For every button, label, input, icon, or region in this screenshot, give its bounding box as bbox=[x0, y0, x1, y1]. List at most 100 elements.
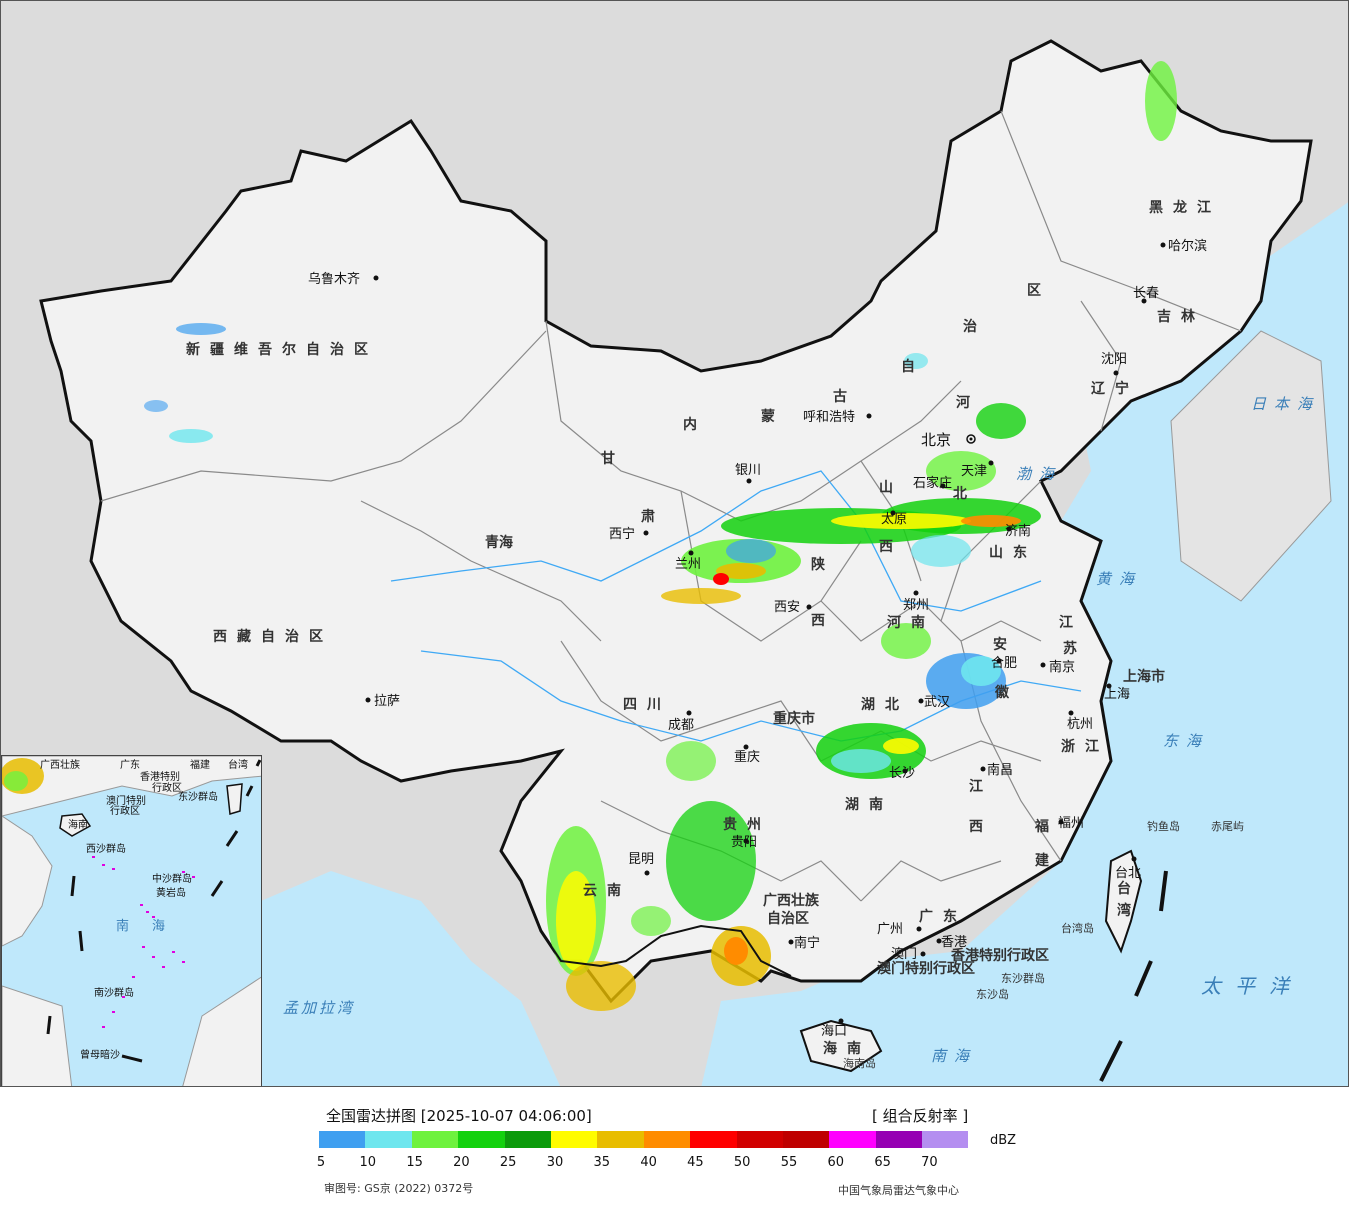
echo-xinjiang bbox=[144, 323, 226, 443]
legend-swatch bbox=[875, 1131, 923, 1148]
city-shijiazhuang[interactable]: 石家庄 bbox=[913, 475, 952, 491]
city-wuhan[interactable]: 武汉 bbox=[918, 695, 951, 710]
province-label-fujian-2: 建 bbox=[1035, 852, 1049, 869]
city-fuzhou[interactable]: 福州 bbox=[1058, 816, 1084, 831]
legend-swatch bbox=[829, 1131, 876, 1148]
inset-hainan bbox=[59, 813, 92, 837]
city-beijing[interactable]: 北京 bbox=[921, 431, 976, 449]
svg-text:沈阳: 沈阳 bbox=[1101, 352, 1127, 367]
province-label-guizhou: 贵州 bbox=[723, 816, 771, 833]
legend-swatch bbox=[643, 1131, 691, 1148]
city-changsha[interactable]: 长沙 bbox=[889, 766, 915, 781]
city-chongqing[interactable]: 重庆 bbox=[734, 744, 760, 766]
city-haikou[interactable]: 海口 bbox=[821, 1018, 847, 1040]
island-label-dongsha-2: 东沙岛 bbox=[976, 987, 1009, 1001]
legend-swatch bbox=[411, 1131, 459, 1148]
city-nanchang[interactable]: 南昌 bbox=[980, 762, 1014, 778]
island-label-dongsha-1: 东沙群岛 bbox=[1001, 971, 1045, 985]
province-label-neimenggu-2: 蒙 bbox=[761, 408, 775, 425]
city-macau[interactable]: 澳门 bbox=[891, 946, 926, 962]
inset-dash-lines bbox=[46, 759, 261, 1063]
svg-text:武汉: 武汉 bbox=[924, 695, 950, 710]
svg-text:黄岩岛: 黄岩岛 bbox=[156, 886, 186, 899]
city-lhasa[interactable]: 拉萨 bbox=[365, 694, 401, 709]
province-label-yunnan: 云南 bbox=[583, 882, 631, 899]
radar-map[interactable]: 新疆维吾尔自治区 西藏自治区 青海 甘 肃 内 蒙 古 自 治 区 黑龙江 吉林… bbox=[0, 0, 1349, 1087]
svg-text:福州: 福州 bbox=[1058, 816, 1084, 831]
svg-text:东沙群岛: 东沙群岛 bbox=[178, 790, 218, 803]
city-nanning[interactable]: 南宁 bbox=[788, 935, 821, 951]
svg-text:呼和浩特: 呼和浩特 bbox=[803, 410, 855, 425]
svg-text:重庆: 重庆 bbox=[734, 749, 760, 765]
city-xining[interactable]: 西宁 bbox=[609, 526, 649, 542]
map-canvas: 新疆维吾尔自治区 西藏自治区 青海 甘 肃 内 蒙 古 自 治 区 黑龙江 吉林… bbox=[1, 1, 1348, 1086]
city-changchun[interactable]: 长春 bbox=[1133, 286, 1159, 304]
province-label-gansu-2: 肃 bbox=[641, 508, 655, 525]
province-label-neimenggu-5: 治 bbox=[963, 318, 977, 335]
inset-philippines bbox=[182, 976, 261, 1086]
inset-malaysia bbox=[2, 985, 73, 1086]
province-label-liaoning: 辽宁 bbox=[1091, 380, 1139, 397]
inset-labels: 广西壮族 广东 福建 台湾 香港特别 行政区 澳门特别 行政区 东沙群岛 海南 … bbox=[40, 758, 248, 1061]
city-guiyang[interactable]: 贵阳 bbox=[731, 835, 757, 850]
city-zhengzhou[interactable]: 郑州 bbox=[903, 590, 929, 614]
sea-label-ribenhai: 日本海 bbox=[1251, 395, 1320, 413]
echo-southwest bbox=[546, 741, 771, 1011]
city-kunming[interactable]: 昆明 bbox=[628, 852, 654, 876]
province-label-gansu: 甘 bbox=[601, 450, 615, 467]
svg-text:曾母暗沙: 曾母暗沙 bbox=[80, 1048, 120, 1061]
city-hangzhou[interactable]: 杭州 bbox=[1067, 710, 1093, 733]
sea-label-huanghai: 黄海 bbox=[1096, 570, 1142, 588]
province-borders bbox=[100, 110, 1242, 902]
city-taibei[interactable]: 台北 bbox=[1115, 856, 1141, 882]
legend-approval-number: 审图号: GS京 (2022) 0372号 bbox=[324, 1182, 474, 1195]
svg-text:广东: 广东 bbox=[120, 758, 140, 771]
inset-canvas: 广西壮族 广东 福建 台湾 香港特别 行政区 澳门特别 行政区 东沙群岛 海南 … bbox=[2, 756, 261, 1086]
city-nanjing[interactable]: 南京 bbox=[1040, 659, 1076, 675]
city-jinan[interactable]: 济南 bbox=[1005, 523, 1031, 539]
city-hefei[interactable]: 合肥 bbox=[991, 656, 1017, 671]
svg-text:合肥: 合肥 bbox=[991, 656, 1017, 671]
province-label-shaanxi-1: 陕 bbox=[811, 556, 825, 573]
svg-text:上海: 上海 bbox=[1104, 687, 1130, 702]
city-guangzhou[interactable]: 广州 bbox=[877, 922, 922, 937]
china-land bbox=[39, 39, 1313, 1004]
city-xian[interactable]: 西安 bbox=[774, 600, 812, 615]
city-shanghai[interactable]: 上海 bbox=[1104, 683, 1130, 703]
city-hongkong[interactable]: 香港 bbox=[936, 935, 968, 950]
province-label-zhejiang: 浙江 bbox=[1061, 738, 1109, 755]
province-label-shandong: 山东 bbox=[989, 544, 1037, 561]
svg-text:海南: 海南 bbox=[68, 818, 88, 831]
city-chengdu[interactable]: 成都 bbox=[668, 710, 694, 734]
legend-tick-label: 20 bbox=[453, 1155, 470, 1170]
svg-text:昆明: 昆明 bbox=[628, 852, 654, 867]
island-label-diaoyu: 钓鱼岛 bbox=[1147, 819, 1180, 833]
province-label-hunan: 湖南 bbox=[845, 796, 893, 813]
svg-text:哈尔滨: 哈尔滨 bbox=[1168, 238, 1207, 254]
svg-text:中沙群岛: 中沙群岛 bbox=[152, 872, 192, 885]
city-urumqi[interactable]: 乌鲁木齐 bbox=[308, 271, 379, 287]
city-lanzhou[interactable]: 兰州 bbox=[675, 550, 701, 573]
city-shenyang[interactable]: 沈阳 bbox=[1101, 352, 1127, 376]
city-hohhot[interactable]: 呼和浩特 bbox=[803, 410, 872, 425]
city-yinchuan[interactable]: 银川 bbox=[735, 463, 761, 484]
island-label-hainandao: 海南岛 bbox=[843, 1056, 876, 1070]
province-label-jiangsu-2: 苏 bbox=[1063, 640, 1077, 657]
city-harbin[interactable]: 哈尔滨 bbox=[1160, 238, 1208, 254]
legend-tick-label: 65 bbox=[874, 1155, 891, 1170]
province-label-henan: 河南 bbox=[887, 614, 935, 631]
province-label-fujian-1: 福 bbox=[1034, 818, 1049, 835]
sea-label-mengjialawan: 孟加拉湾 bbox=[283, 999, 355, 1017]
svg-text:兰州: 兰州 bbox=[675, 557, 701, 572]
nine-dash-lines bbox=[1099, 870, 1168, 1082]
province-label-guangdong: 广东 bbox=[919, 908, 967, 925]
svg-text:澳门: 澳门 bbox=[891, 946, 917, 962]
province-label-taiwan-1: 台 bbox=[1117, 880, 1131, 897]
legend-tick-label: 60 bbox=[827, 1155, 845, 1170]
province-label-hainan: 海南 bbox=[823, 1040, 871, 1057]
city-tianjin[interactable]: 天津 bbox=[961, 460, 994, 480]
svg-text:香港: 香港 bbox=[941, 935, 967, 950]
legend-tick-label: 45 bbox=[687, 1155, 704, 1170]
svg-text:石家庄: 石家庄 bbox=[913, 475, 952, 491]
city-taiyuan[interactable]: 太原 bbox=[881, 510, 907, 528]
